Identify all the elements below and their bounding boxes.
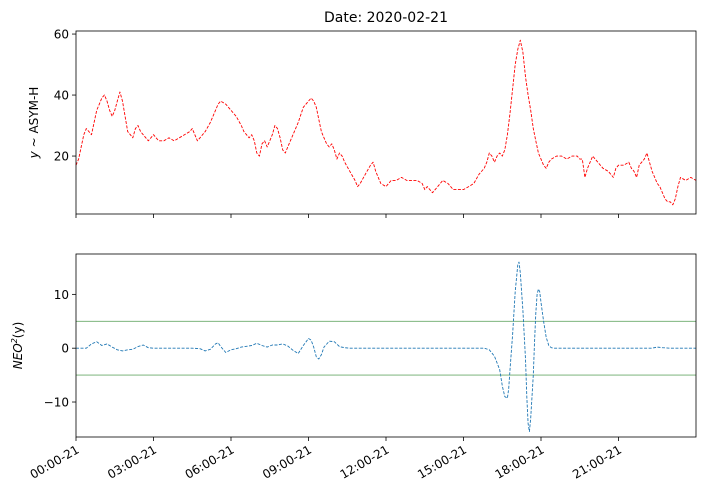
top-y-tick-label: 20 (54, 150, 69, 164)
top-y-tick-label: 60 (54, 28, 69, 42)
x-tick-label: 21:00-21 (570, 442, 624, 481)
top-y-axis-label: y ~ ASYM-H (27, 87, 41, 160)
top-axes-frame (75, 30, 697, 215)
bottom-axes-frame (75, 253, 697, 438)
bottom-y-tick-label: −10 (44, 396, 69, 410)
x-tick-label: 00:00-21 (28, 442, 82, 481)
neo-panel: −10 0 10 NEO2(y) 00:00-21 03:00-21 06:00-21 09:… (10, 253, 697, 482)
bottom-y-tick-label: 10 (54, 288, 69, 302)
x-tick-label: 18:00-21 (493, 442, 547, 481)
x-tick-label: 09:00-21 (260, 442, 314, 481)
asymh-panel: 20 40 60 y ~ ASYM-H (27, 28, 697, 218)
bottom-y-tick-label: 0 (61, 342, 69, 356)
x-tick-label: 06:00-21 (183, 442, 237, 481)
bottom-series-line (76, 261, 696, 433)
bottom-y-axis-label: NEO2(y) (10, 322, 25, 370)
top-y-tick-label: 40 (54, 89, 69, 103)
x-tick-label: 15:00-21 (415, 442, 469, 481)
x-tick-label: 12:00-21 (338, 442, 392, 481)
top-series-line (75, 39, 697, 206)
x-tick-label: 03:00-21 (105, 442, 159, 481)
chart-title: Date: 2020-02-21 (324, 10, 448, 26)
